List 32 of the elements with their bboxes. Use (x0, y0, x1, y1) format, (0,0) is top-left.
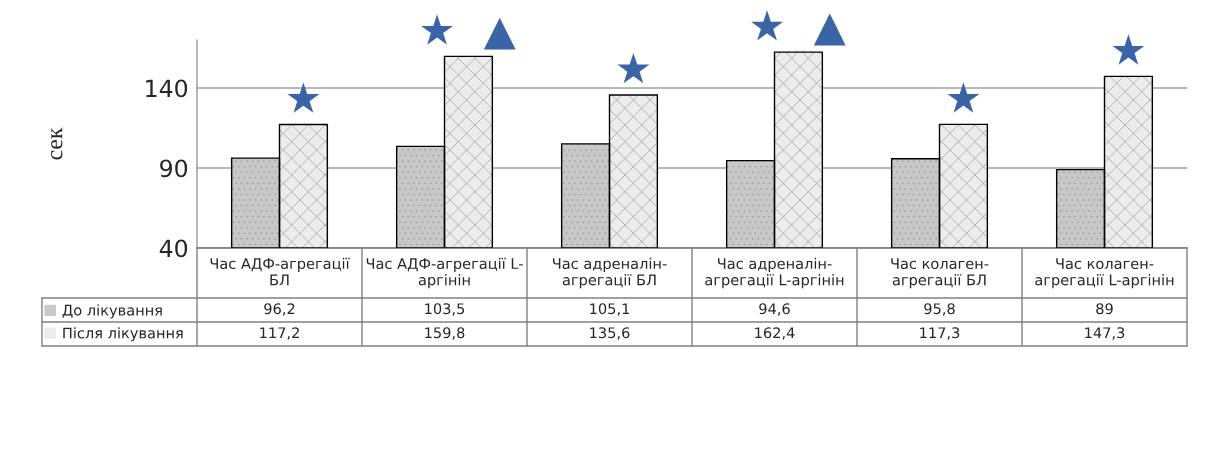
annotation: ★ (1112, 34, 1145, 65)
x-tick-label: Час колаген- агрегації БЛ (891, 258, 989, 289)
data-label: 147,3 (1085, 327, 1125, 340)
legend-label: Після лікування (63, 327, 183, 342)
data-label: 162,4 (755, 327, 795, 340)
annotation: ★ (287, 82, 320, 113)
data-label: 96,2 (264, 303, 295, 316)
data-label: 159,8 (425, 327, 465, 340)
annotation: ▲ (483, 17, 516, 50)
data-label: 117,3 (920, 327, 960, 340)
x-tick-label: Час адреналін- агрегації L-аргінін (705, 257, 844, 289)
data-label: 135,6 (590, 327, 630, 340)
data-label: 89 (1096, 303, 1113, 315)
y-tick-label: 140 (146, 79, 188, 98)
annotation: ★ (421, 14, 454, 45)
data-label: 94,6 (759, 303, 790, 316)
data-label: 117,2 (260, 327, 299, 340)
y-tick-label: 90 (160, 159, 188, 178)
data-label: 105,1 (590, 303, 630, 316)
legend-label: До лікування (62, 304, 162, 319)
y-axis-title: сек (51, 127, 63, 160)
x-tick-label: Час АДФ-агрегації БЛ (210, 257, 350, 286)
x-tick-label: Час АДФ-агрегації L- аргінін (366, 257, 523, 289)
y-tick-label: 40 (159, 239, 188, 258)
x-tick-label: Час колаген- агрегації L-аргінін (1035, 258, 1174, 289)
data-label: 103,5 (425, 303, 465, 316)
data-label: 95,8 (924, 303, 955, 316)
annotation: ★ (947, 82, 980, 113)
x-tick-label: Час адреналін- агрегації БЛ (553, 257, 667, 289)
annotation: ★ (617, 53, 650, 84)
annotation: ★ (751, 10, 784, 41)
annotation: ▲ (813, 13, 846, 46)
